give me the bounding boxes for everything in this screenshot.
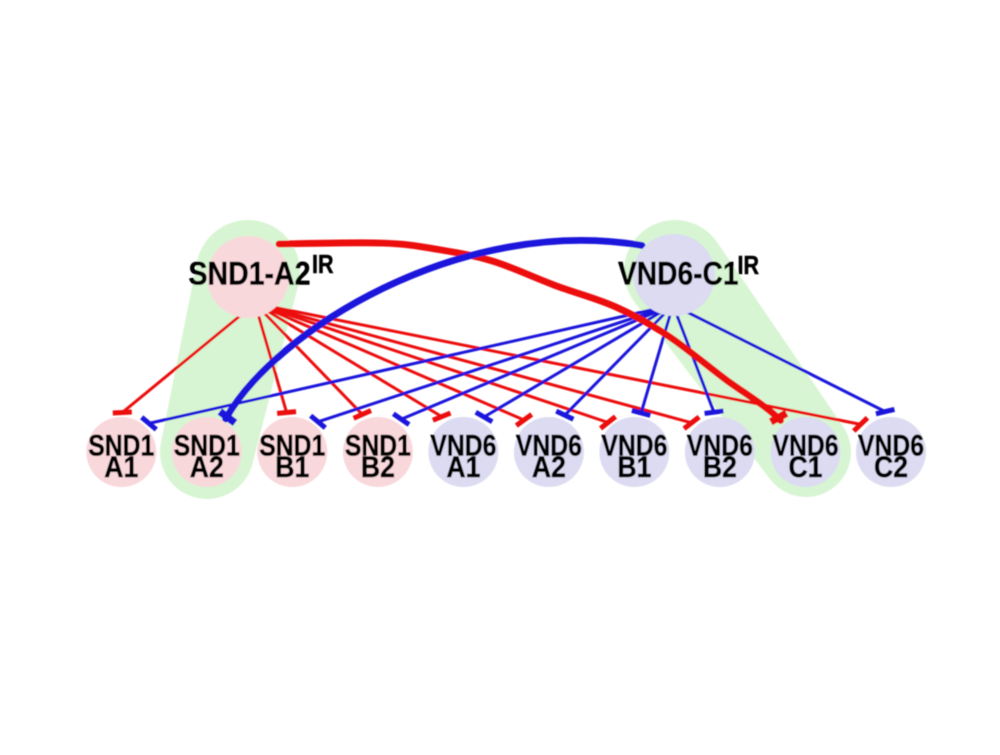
svg-text:VND6: VND6 xyxy=(601,430,667,463)
svg-text:B2: B2 xyxy=(703,451,737,484)
svg-text:IR: IR xyxy=(738,252,760,280)
svg-text:SND1: SND1 xyxy=(259,430,325,463)
svg-text:A2: A2 xyxy=(190,451,224,484)
svg-text:B2: B2 xyxy=(361,451,395,484)
svg-text:SND1: SND1 xyxy=(88,430,154,463)
svg-text:VND6: VND6 xyxy=(773,430,839,463)
svg-text:B1: B1 xyxy=(275,451,309,484)
svg-text:A1: A1 xyxy=(446,451,480,484)
svg-text:A1: A1 xyxy=(104,451,138,484)
svg-text:SND1-A2: SND1-A2 xyxy=(189,255,311,291)
svg-text:VND6: VND6 xyxy=(858,430,924,463)
svg-text:SND1: SND1 xyxy=(174,430,240,463)
svg-text:VND6-C1: VND6-C1 xyxy=(618,256,739,292)
svg-text:IR: IR xyxy=(312,251,334,279)
svg-text:A2: A2 xyxy=(532,451,566,484)
svg-text:B1: B1 xyxy=(617,451,651,484)
svg-text:VND6: VND6 xyxy=(430,430,496,463)
svg-text:C1: C1 xyxy=(789,451,823,484)
svg-text:SND1: SND1 xyxy=(345,430,411,463)
svg-text:VND6: VND6 xyxy=(687,430,753,463)
svg-text:C2: C2 xyxy=(874,451,908,484)
svg-text:VND6: VND6 xyxy=(516,430,582,463)
